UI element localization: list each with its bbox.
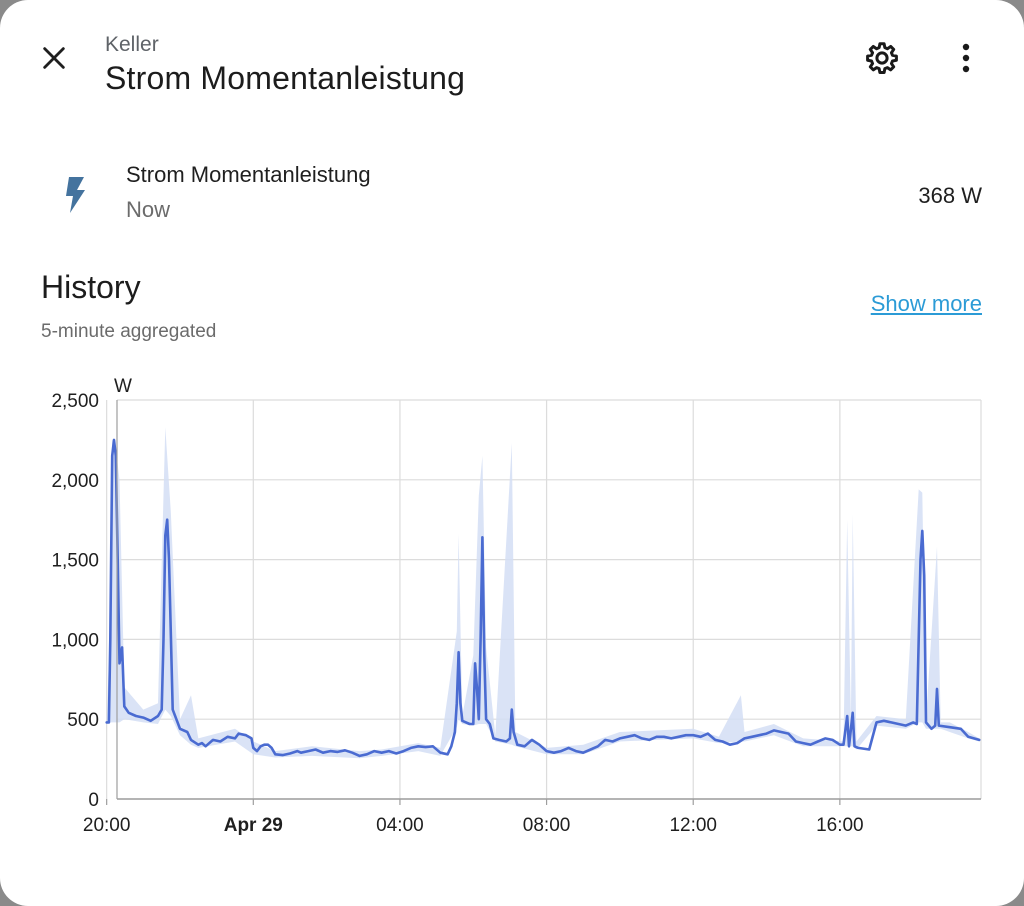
- page-title: Strom Momentanleistung: [105, 60, 466, 96]
- close-button[interactable]: [32, 38, 76, 78]
- y-tick-label: 0: [88, 790, 99, 811]
- x-tick-label: 12:00: [669, 815, 717, 836]
- more-vert-icon: [962, 43, 970, 73]
- y-tick-label: 1,500: [51, 551, 99, 572]
- entity-last-changed: Now: [126, 197, 171, 222]
- x-tick-label: 08:00: [523, 815, 571, 836]
- y-tick-label: 2,500: [51, 391, 99, 412]
- power-series-line[interactable]: [105, 438, 981, 758]
- show-more-link[interactable]: Show more: [870, 291, 982, 316]
- breadcrumb: Keller: [105, 33, 159, 56]
- flash-icon: [66, 177, 85, 213]
- y-tick-label: 2,000: [51, 471, 99, 492]
- settings-button[interactable]: [858, 36, 906, 80]
- x-tick-label: Apr 29: [224, 815, 283, 836]
- close-icon: [43, 47, 65, 69]
- y-tick-label: 1,000: [51, 630, 99, 651]
- min-max-band: [106, 427, 980, 759]
- y-unit-label: W: [114, 376, 132, 397]
- x-tick-label: 20:00: [83, 815, 131, 836]
- x-tick-label: 16:00: [816, 815, 864, 836]
- history-subtitle: 5-minute aggregated: [41, 321, 217, 342]
- history-chart[interactable]: 0 500 1,000 1,500 2,000 2,500 20:00 Apr 29 04:00…: [0, 360, 1024, 840]
- x-tick-label: 04:00: [376, 815, 424, 836]
- gear-icon: [866, 42, 898, 75]
- y-tick-label: 500: [67, 710, 99, 731]
- history-title: History: [41, 269, 141, 305]
- entity-name: Strom Momentanleistung: [126, 162, 371, 187]
- entity-state-value: 368 W: [918, 183, 982, 208]
- more-options-button[interactable]: [946, 36, 986, 80]
